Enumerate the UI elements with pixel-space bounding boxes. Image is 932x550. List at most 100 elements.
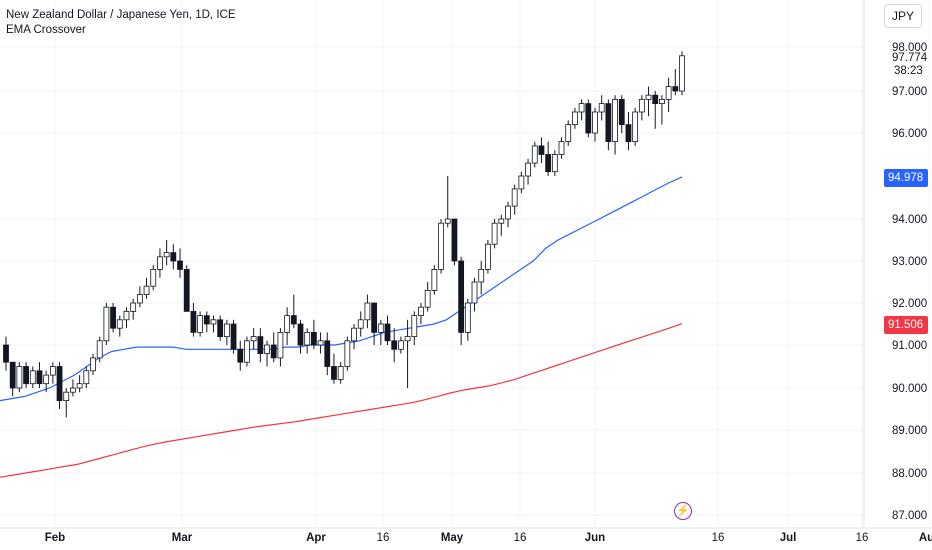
candle-down [384, 323, 391, 342]
candle-up [551, 154, 558, 173]
candle-up [505, 205, 511, 220]
candle-down [672, 86, 679, 92]
candle-up [70, 387, 76, 393]
candle-up [163, 252, 170, 258]
candle-down [625, 124, 632, 142]
candle-up [377, 323, 384, 333]
time-tick-label: Feb [45, 532, 65, 544]
candle-up [277, 331, 284, 359]
price-tick-label: 92.000 [892, 298, 927, 310]
time-tick-label: 16 [712, 532, 725, 544]
candle-up [397, 340, 404, 350]
candle-down [297, 323, 304, 346]
candle-up [665, 86, 672, 100]
candle-up [511, 188, 518, 207]
candle-up [531, 145, 538, 164]
candle-up [317, 340, 324, 346]
candle-up [96, 340, 103, 359]
time-tick-label: 16 [856, 532, 869, 544]
candle-down [217, 319, 224, 337]
candle-up [250, 336, 257, 342]
candle-up [83, 370, 90, 385]
candle-up [264, 344, 270, 355]
candle-up [485, 243, 491, 270]
candle-down [545, 154, 552, 173]
candle-up [525, 162, 531, 177]
candle-up [632, 111, 639, 143]
symbol-title: New Zealand Dollar / Japanese Yen, 1D, I… [6, 9, 236, 21]
candle-up [679, 55, 685, 92]
candle-up [344, 340, 351, 367]
candle-up [116, 319, 123, 329]
candle-up [478, 268, 485, 283]
candle-up [572, 111, 578, 125]
currency-button[interactable]: JPY [884, 4, 922, 28]
candle-up [418, 306, 424, 317]
price-tick-label: 91.000 [892, 340, 927, 352]
candle-up [578, 103, 585, 113]
candle-up [197, 315, 203, 333]
candle-up [49, 366, 56, 376]
candle-up [29, 370, 36, 385]
candle-up [43, 374, 50, 385]
price-tick-label: 96.000 [892, 128, 927, 140]
time-tick-label: Aug [919, 532, 932, 544]
candle-down [290, 315, 297, 325]
ema200-price-tag: 91.506 [884, 316, 928, 334]
candle-up [498, 218, 505, 224]
candle-up [123, 310, 130, 321]
candle-down [190, 310, 197, 333]
candle-up [612, 99, 618, 143]
indicator-label[interactable]: EMA Crossover [6, 24, 86, 36]
price-axis[interactable]: 98.00097.00096.00094.00093.00092.00091.0… [0, 0, 932, 529]
last-price-label: 97.774 [890, 51, 930, 65]
candle-up [284, 315, 291, 333]
candle-up [404, 336, 411, 342]
candle-down [618, 99, 625, 126]
time-tick-label: Apr [306, 532, 326, 544]
candle-up [103, 306, 110, 342]
candle-down [451, 218, 458, 262]
candle-down [270, 344, 277, 359]
price-tick-label: 94.000 [892, 214, 927, 226]
price-tick-label: 97.000 [892, 86, 927, 98]
candle-up [518, 175, 525, 190]
candle-up [491, 222, 498, 245]
price-tick-label: 89.000 [892, 425, 927, 437]
ema50-price-tag: 94.978 [884, 169, 928, 187]
candle-down [36, 370, 43, 385]
candle-down [177, 260, 183, 270]
candle-down [331, 366, 337, 380]
candle-up [143, 285, 150, 296]
candle-down [9, 361, 16, 389]
candle-down [56, 366, 63, 401]
ema50-line-layer [0, 176, 683, 402]
candle-down [605, 103, 612, 142]
time-axis[interactable]: Feb Mar Apr 16 May 16 Jun 16 Jul 16 Aug [45, 532, 932, 544]
candle-up [645, 94, 652, 100]
time-tick-label: Mar [172, 532, 193, 544]
candle-up [157, 256, 163, 270]
candle-down [203, 315, 210, 325]
candle-up [471, 281, 478, 304]
candle-up [364, 302, 371, 321]
time-tick-label: 16 [377, 532, 390, 544]
candle-down [652, 94, 659, 104]
candle-up [598, 103, 605, 113]
price-tick-label: 88.000 [892, 468, 927, 480]
candle-down [585, 103, 592, 134]
candle-up [76, 383, 83, 389]
candle-up [150, 268, 157, 287]
flash-icon[interactable]: ⚡ [674, 502, 692, 520]
candle-down [183, 268, 190, 312]
candle-down [257, 336, 264, 355]
candle-down [3, 344, 9, 363]
candle-down [23, 366, 29, 385]
ema200-line-layer [0, 323, 683, 478]
candle-down [237, 348, 244, 363]
candle-up [438, 222, 444, 270]
candle-up [357, 319, 364, 329]
price-tick-label: 93.000 [892, 256, 927, 268]
ema200-line [0, 323, 683, 478]
